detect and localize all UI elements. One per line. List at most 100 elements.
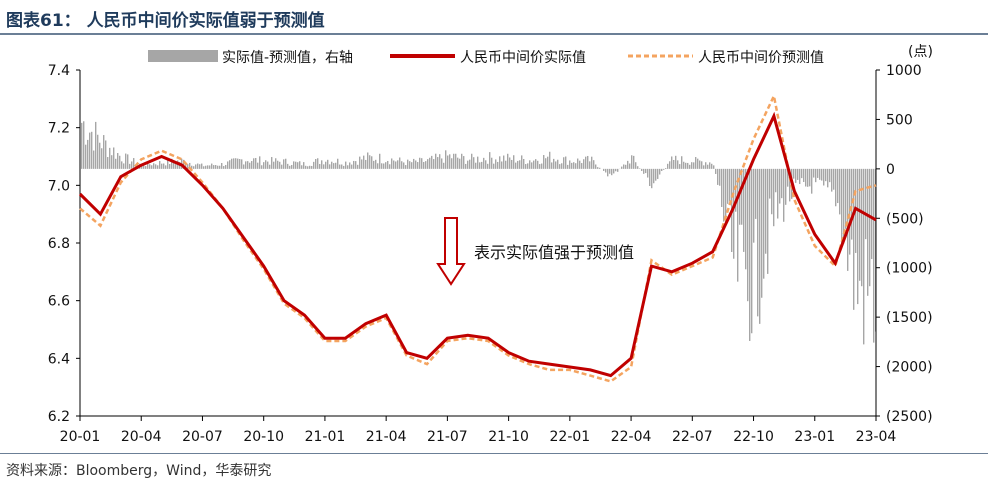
diff-bar [349, 162, 351, 169]
diff-bar [557, 159, 559, 169]
diff-bar [839, 168, 841, 215]
diff-bar [455, 153, 457, 169]
actual-line [78, 111, 877, 378]
diff-bar [505, 160, 507, 169]
diff-bar [809, 168, 811, 187]
diff-bar [337, 158, 339, 169]
diff-bar [849, 168, 851, 255]
diff-bar [465, 163, 467, 169]
diff-bar [813, 168, 815, 178]
x-tick-label: 23-01 [794, 429, 835, 445]
diff-bar [405, 165, 407, 169]
diff-bar [783, 168, 785, 222]
diff-bar [495, 159, 497, 169]
diff-bar [151, 165, 153, 169]
diff-bar [685, 162, 687, 169]
diff-bar [871, 168, 873, 260]
diff-bar [737, 168, 739, 282]
footer-rule [0, 453, 988, 454]
diff-bar [719, 168, 721, 186]
diff-bar [371, 156, 373, 169]
diff-bar [563, 157, 565, 169]
diff-bar [281, 164, 283, 169]
diff-bar [477, 156, 479, 169]
diff-bar [675, 155, 677, 169]
diff-bar [161, 163, 163, 169]
diff-bar [501, 161, 503, 169]
diff-bar [853, 168, 855, 310]
diff-bar [361, 159, 363, 169]
left-tick-label: 6.8 [48, 236, 70, 252]
diff-bar [187, 164, 189, 169]
source-note: 资料来源：Bloomberg，Wind，华泰研究 [6, 463, 272, 479]
diff-bar [859, 168, 861, 281]
diff-bar [231, 158, 233, 169]
diff-bar [513, 155, 515, 169]
diff-bar [701, 161, 703, 169]
diff-bar [869, 168, 871, 287]
diff-bar [193, 166, 195, 169]
legend-swatch-bar [148, 50, 218, 62]
diff-bar [167, 158, 169, 169]
diff-bar [277, 160, 279, 169]
diff-bar [197, 163, 199, 169]
diff-bar [453, 153, 455, 169]
diff-bar [385, 162, 387, 169]
diff-bar [133, 158, 135, 169]
diff-bar [669, 161, 671, 169]
diff-bar [263, 162, 265, 169]
diff-bar [589, 161, 591, 169]
diff-bar [333, 163, 335, 169]
diff-bar [331, 161, 333, 169]
diff-bar [761, 168, 763, 298]
diff-bar [577, 158, 579, 169]
diff-bar [379, 153, 381, 169]
diff-bar [635, 162, 637, 169]
diff-bar [111, 155, 113, 169]
diff-bar [797, 168, 799, 180]
diff-bar [511, 159, 513, 169]
diff-bar [787, 168, 789, 187]
diff-bar [769, 168, 771, 199]
diff-bar [257, 162, 259, 169]
diff-bar [727, 168, 729, 204]
diff-bar [435, 153, 437, 169]
right-tick-label: (1000) [886, 261, 933, 277]
diff-bar [303, 162, 305, 169]
diff-bar [103, 135, 105, 169]
diff-bar [173, 161, 175, 169]
x-tick-label: 21-10 [488, 429, 529, 445]
diff-bar [433, 159, 435, 169]
diff-bar [441, 158, 443, 169]
diff-bar [559, 164, 561, 169]
diff-bar [873, 168, 875, 343]
right-tick-label: (500) [886, 211, 924, 227]
diff-bar [93, 150, 95, 169]
diff-bar [549, 151, 551, 169]
diff-bar [367, 152, 369, 169]
diff-bar [807, 168, 809, 187]
diff-bar [609, 168, 611, 174]
diff-bar [523, 158, 525, 169]
diff-bar [579, 160, 581, 169]
diff-bar [573, 162, 575, 169]
x-tick-label: 22-01 [550, 429, 591, 445]
diff-bar [479, 162, 481, 169]
diff-bar [845, 168, 847, 229]
diff-bar [237, 158, 239, 169]
diff-bar [847, 168, 849, 271]
diff-bar [751, 168, 753, 334]
diff-bar [417, 162, 419, 169]
diff-bar [775, 168, 777, 193]
diff-bar [773, 168, 775, 227]
diff-bar [799, 168, 801, 185]
diff-bar [487, 163, 489, 169]
diff-bar [91, 131, 93, 169]
diff-bar [235, 158, 237, 169]
down-arrow-icon [436, 217, 466, 286]
diff-bar [645, 168, 647, 174]
diff-bar [423, 161, 425, 169]
left-tick-label: 6.6 [48, 294, 70, 310]
diff-bar [521, 155, 523, 169]
diff-bar [539, 164, 541, 169]
